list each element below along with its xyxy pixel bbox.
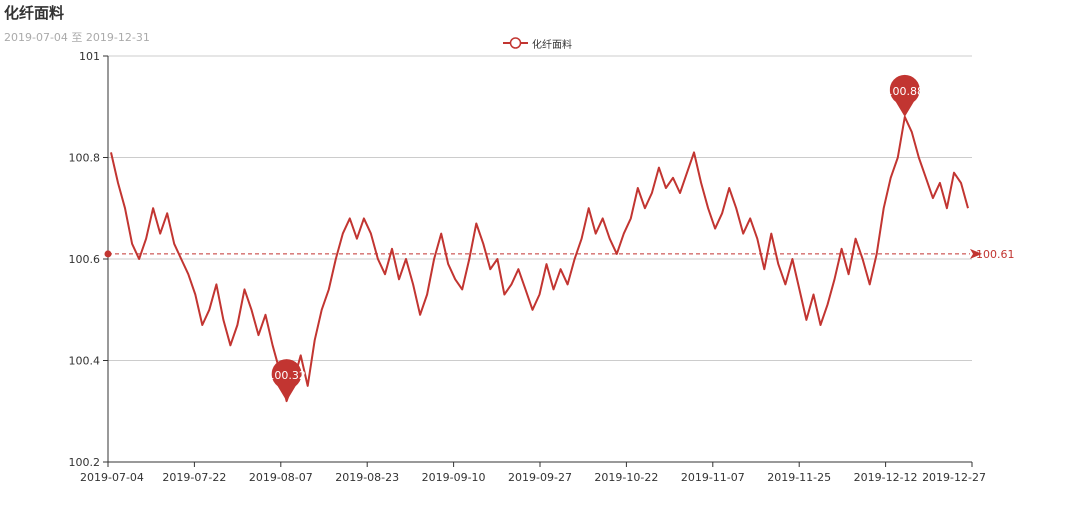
x-tick-label: 2019-10-22 [594, 471, 658, 484]
x-tick-label: 2019-11-07 [681, 471, 745, 484]
min-mark-label: 100.32 [267, 369, 306, 382]
circle-line-icon [503, 37, 528, 49]
legend-label: 化纤面料 [532, 39, 572, 51]
grid-lines [108, 55, 972, 361]
y-tick-label: 101 [79, 50, 100, 63]
mark-points: 100.88 100.32 [267, 74, 925, 402]
x-tick-label: 2019-09-10 [422, 471, 486, 484]
x-tick-label: 2019-12-27 [922, 471, 986, 484]
average-mark-line: 100.61 [104, 248, 1015, 261]
x-tick-label: 2019-12-12 [854, 471, 918, 484]
axes: 100.2 100.4 100.6 100.8 101 2019-07-04 2019-07… [69, 50, 987, 484]
x-tick-label: 2019-07-22 [162, 471, 226, 484]
chart-title: 化纤面料 [4, 4, 65, 22]
x-tick-label: 2019-08-07 [249, 471, 313, 484]
x-tick-label: 2019-08-23 [335, 471, 399, 484]
legend-item[interactable]: 化纤面料 [503, 36, 572, 51]
x-tick-label: 2019-11-25 [767, 471, 831, 484]
series-line-化纤面料[interactable] [110, 115, 969, 403]
y-tick-label: 100.2 [69, 456, 101, 469]
max-mark-label: 100.88 [886, 85, 925, 98]
max-mark-pin[interactable] [889, 74, 920, 117]
chart-subtitle: 2019-07-04 至 2019-12-31 [4, 31, 150, 44]
average-line-arrow [970, 248, 982, 259]
y-tick-label: 100.6 [69, 253, 101, 266]
x-tick-label: 2019-09-27 [508, 471, 572, 484]
y-tick-label: 100.8 [69, 152, 101, 165]
x-tick-label: 2019-07-04 [80, 471, 144, 484]
y-tick-label: 100.4 [69, 355, 101, 368]
average-line-label: 100.61 [976, 248, 1015, 261]
series-layer [110, 115, 969, 403]
min-mark-pin[interactable] [271, 359, 302, 402]
